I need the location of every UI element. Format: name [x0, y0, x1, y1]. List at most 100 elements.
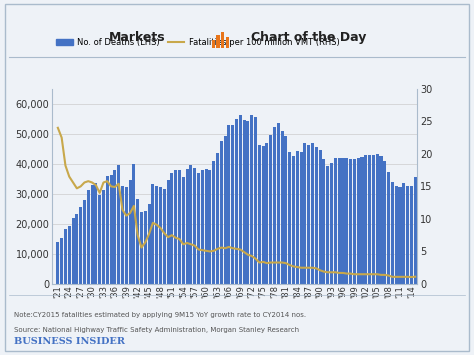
Text: BUSINESS INSIDER: BUSINESS INSIDER — [14, 337, 125, 346]
Bar — [360, 157, 364, 284]
Bar — [224, 136, 227, 284]
Bar — [201, 170, 204, 284]
Bar — [125, 187, 128, 284]
Bar — [197, 173, 200, 284]
Bar — [205, 169, 208, 284]
Bar — [246, 121, 249, 284]
Bar — [277, 123, 280, 284]
Text: Note:CY2015 fatalities estimated by applying 9M15 YoY growth rate to CY2014 nos.: Note:CY2015 fatalities estimated by appl… — [14, 312, 306, 318]
Bar — [341, 158, 345, 284]
Bar — [144, 211, 147, 284]
Bar — [337, 158, 341, 284]
Bar — [235, 119, 238, 284]
Bar — [211, 40, 215, 48]
Bar — [322, 159, 326, 284]
Bar — [284, 136, 287, 284]
Bar — [414, 178, 417, 284]
Bar — [399, 187, 401, 284]
Bar — [353, 159, 356, 284]
Bar — [368, 155, 371, 284]
Bar — [56, 242, 59, 284]
Bar — [254, 117, 257, 284]
Text: Source: National Highway Traffic Safety Administration, Morgan Stanley Research: Source: National Highway Traffic Safety … — [14, 327, 300, 333]
Bar — [178, 170, 181, 284]
Text: Chart of the Day: Chart of the Day — [251, 31, 366, 44]
Bar — [83, 200, 86, 284]
Bar — [372, 155, 375, 284]
Bar — [221, 32, 224, 48]
Bar — [186, 169, 189, 284]
Bar — [109, 175, 113, 284]
Bar — [239, 115, 242, 284]
Bar — [68, 226, 71, 284]
Bar — [349, 159, 352, 284]
Bar — [193, 168, 196, 284]
Bar — [170, 173, 173, 284]
Bar — [216, 153, 219, 284]
Bar — [265, 143, 268, 284]
Bar — [136, 199, 139, 284]
Bar — [121, 186, 124, 284]
Bar — [106, 176, 109, 284]
Bar — [228, 125, 230, 284]
Bar — [406, 186, 409, 284]
Bar — [288, 152, 292, 284]
Bar — [212, 162, 215, 284]
Bar — [174, 170, 177, 284]
Bar — [220, 141, 223, 284]
Bar — [269, 135, 272, 284]
Bar — [330, 163, 333, 284]
Bar — [250, 115, 253, 284]
Bar — [311, 143, 314, 284]
Legend: No. of Deaths (LHS), Fatalities per 100 million VMT (RHS): No. of Deaths (LHS), Fatalities per 100 … — [53, 34, 343, 50]
Bar — [387, 171, 390, 284]
Bar — [182, 177, 185, 284]
Text: Markets: Markets — [109, 31, 166, 44]
Bar — [226, 37, 229, 48]
Bar — [159, 187, 162, 284]
Bar — [87, 190, 90, 284]
Bar — [334, 158, 337, 284]
Bar — [209, 170, 211, 284]
Bar — [410, 186, 413, 284]
Bar — [113, 170, 117, 284]
Bar — [102, 190, 105, 284]
Bar — [319, 150, 322, 284]
Bar — [190, 165, 192, 284]
Bar — [281, 131, 283, 284]
Bar — [94, 183, 97, 284]
Bar — [273, 127, 276, 284]
Bar — [147, 203, 151, 284]
Bar — [151, 184, 155, 284]
Bar — [395, 186, 398, 284]
Bar — [292, 156, 295, 284]
Bar — [79, 207, 82, 284]
Bar — [75, 214, 78, 284]
Bar — [376, 153, 379, 284]
Bar — [383, 161, 386, 284]
Bar — [140, 212, 143, 284]
Bar — [163, 189, 166, 284]
Bar — [391, 182, 394, 284]
Bar — [98, 195, 101, 284]
Bar — [91, 185, 93, 284]
Bar — [216, 35, 219, 48]
Bar — [345, 158, 348, 284]
Bar — [243, 120, 246, 284]
Bar — [231, 125, 234, 284]
Bar — [128, 180, 132, 284]
Bar — [64, 229, 67, 284]
Bar — [365, 155, 367, 284]
Bar — [300, 152, 303, 284]
Bar — [356, 158, 360, 284]
Bar — [307, 144, 310, 284]
Bar — [258, 144, 261, 284]
Bar — [166, 180, 170, 284]
Bar — [155, 186, 158, 284]
Bar — [303, 143, 307, 284]
Bar — [60, 238, 63, 284]
Bar — [402, 183, 405, 284]
Bar — [296, 151, 299, 284]
Bar — [326, 166, 329, 284]
Bar — [262, 146, 264, 284]
